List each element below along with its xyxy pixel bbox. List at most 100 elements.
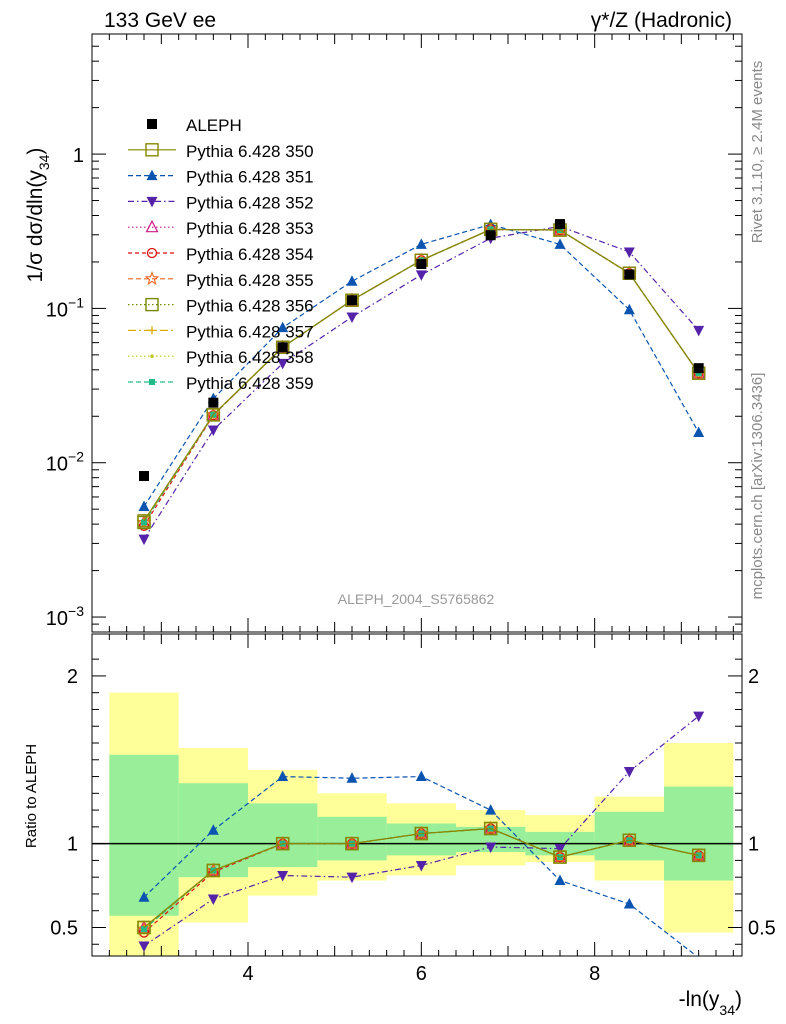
data-point — [624, 269, 635, 280]
data-point — [485, 230, 496, 241]
ratio-series-Pythia-6428-350 — [137, 821, 706, 935]
legend-marker — [146, 196, 158, 208]
legend-marker — [149, 379, 155, 385]
ratio-series-point — [206, 863, 221, 878]
uncertainty-band-inner — [248, 803, 318, 868]
ratio-series-point — [207, 894, 219, 905]
legend-label: Pythia 6.428 354 — [186, 245, 314, 264]
main-frame — [91, 33, 743, 633]
ratio-series-point — [693, 850, 704, 861]
uncertainty-band-inner — [109, 754, 179, 916]
ratio-series-point — [414, 826, 429, 841]
ratio-series-point — [553, 850, 567, 864]
x-tick-label: 8 — [589, 963, 600, 985]
ratio-series-point — [554, 874, 566, 886]
legend-label: Pythia 6.428 358 — [186, 348, 314, 367]
legend-label: Pythia 6.428 353 — [186, 219, 314, 238]
series-point — [415, 270, 427, 281]
ratio-series-point — [277, 770, 289, 782]
ratio-series-point — [141, 926, 147, 933]
series-point — [554, 238, 566, 249]
series-point — [695, 370, 702, 377]
ratio-series-point — [693, 711, 705, 723]
series-point — [277, 321, 289, 333]
y-tick-label: 2 — [67, 666, 78, 688]
y-tick-label: 0.5 — [50, 917, 78, 939]
ratio-series-point — [346, 872, 358, 884]
ratio-series-point — [485, 804, 497, 815]
y-tick-label: 10−3 — [46, 603, 84, 630]
analysis-annotation: ALEPH_2004_S5765862 — [338, 591, 495, 607]
series-point — [346, 275, 358, 286]
y-tick-label: 10−1 — [46, 294, 84, 321]
legend-label: Pythia 6.428 350 — [186, 142, 314, 161]
data-point — [208, 397, 219, 408]
ratio-series-point — [277, 871, 289, 882]
series-point — [207, 425, 219, 436]
data-point — [555, 219, 565, 230]
series-aleph-data — [139, 219, 704, 482]
ratio-panel: 4 6 8 0.5 0.5 1 1 2 2 Ratio to ALEPH -ln(y34) — [23, 633, 776, 1018]
series-point — [275, 340, 290, 354]
ratio-series-point — [485, 842, 497, 853]
ratio-series-point — [415, 770, 427, 782]
ratio-series-point — [483, 821, 498, 836]
data-point — [277, 342, 288, 353]
ratio-series-point — [554, 851, 566, 863]
legend-marker — [144, 271, 160, 286]
ratio-series-point — [207, 824, 219, 835]
ratio-series-line — [143, 827, 699, 928]
ratio-series-Pythia-6428-352 — [138, 711, 705, 952]
series-point — [141, 519, 147, 526]
series-point — [346, 312, 358, 323]
y-tick-label-right: 2 — [748, 666, 759, 688]
x-axis-label: -ln(y34) — [679, 988, 742, 1018]
ratio-series-point — [623, 898, 635, 909]
ratio-series-point — [346, 772, 358, 783]
series-point — [138, 500, 150, 512]
legend-label: Pythia 6.428 351 — [186, 168, 314, 187]
legend-marker — [145, 143, 159, 157]
legend-label: Pythia 6.428 355 — [186, 271, 314, 290]
side-labels: Rivet 3.1.10, ≥ 2.4M events mcplots.cern.… — [749, 61, 766, 600]
data-point — [693, 363, 704, 374]
legend-marker — [145, 297, 159, 312]
ratio-frame — [91, 633, 743, 957]
series-line — [143, 223, 700, 507]
uncertainty-band-inner — [664, 786, 734, 881]
series-point — [137, 514, 151, 528]
ratio-series-point — [624, 835, 635, 846]
rivet-version-label: Rivet 3.1.10, ≥ 2.4M events — [749, 61, 766, 244]
series-point — [693, 426, 705, 437]
series-point — [277, 358, 289, 370]
plot-title-left: 133 GeV ee — [104, 9, 216, 32]
ratio-series-point — [623, 767, 635, 778]
series-point — [415, 238, 427, 249]
y-tick-label: 1 — [73, 145, 84, 167]
ratio-series-point — [622, 833, 637, 847]
series-point — [623, 303, 635, 315]
data-point — [139, 471, 149, 482]
main-panel: 10−3 10−2 10−1 1 ALEPH Pythia 6.428 350 Pythia… — [24, 9, 743, 633]
ratio-series-point — [345, 836, 359, 851]
legend-label: Pythia 6.428 357 — [186, 322, 314, 341]
y-tick-label-right: 0.5 — [748, 917, 776, 939]
data-point — [347, 295, 357, 306]
legend-label: Pythia 6.428 352 — [186, 193, 314, 212]
y-tick-label: 1 — [67, 834, 78, 856]
legend-marker — [147, 119, 157, 129]
ratio-series-point — [691, 848, 706, 863]
legend-marker — [146, 247, 158, 259]
legend-marker — [150, 354, 154, 359]
legend-marker — [146, 169, 158, 181]
mcplots-label: mcplots.cern.ch [arXiv:1306.3436] — [749, 373, 766, 600]
x-tick-label: 6 — [416, 963, 427, 985]
series-point — [693, 325, 705, 337]
ratio-series-point — [138, 941, 150, 952]
data-point — [416, 258, 427, 269]
legend-label: Pythia 6.428 359 — [186, 374, 314, 393]
ratio-y-axis-label: Ratio to ALEPH — [23, 744, 40, 848]
series-point — [138, 534, 150, 546]
legend: ALEPH Pythia 6.428 350 Pythia 6.428 351 Pyt… — [128, 116, 314, 393]
